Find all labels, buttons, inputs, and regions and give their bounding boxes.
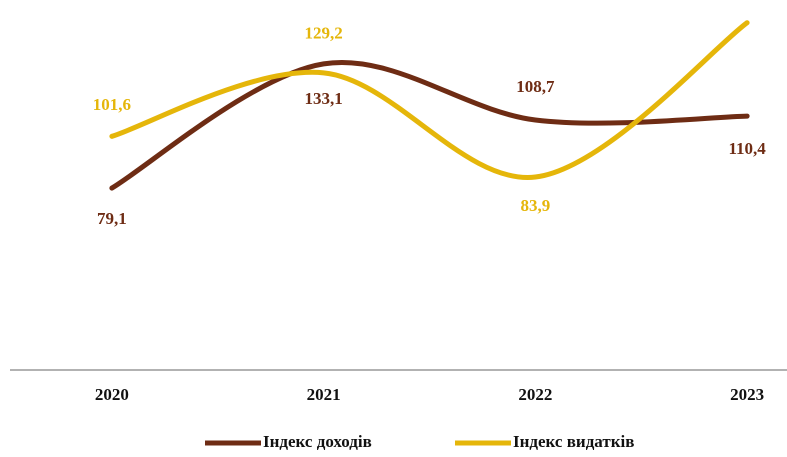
line (109, 60, 750, 191)
x-tick-label: 2020 (95, 385, 129, 404)
data-label: 133,1 (305, 89, 343, 108)
x-tick-label: 2021 (307, 385, 341, 404)
x-tick-label: 2022 (518, 385, 552, 404)
line (109, 20, 750, 180)
data-label: 129,2 (305, 24, 343, 43)
legend-label: Індекс доходів (263, 432, 372, 451)
data-label: 79,1 (97, 209, 127, 228)
x-tick-label: 2023 (730, 385, 764, 404)
data-label: 110,4 (728, 139, 766, 158)
data-label: 101,6 (93, 95, 131, 114)
data-label: 83,9 (521, 196, 551, 215)
data-label: 151,0 (728, 0, 766, 1)
legend-label: Індекс видатків (513, 432, 634, 451)
data-label: 108,7 (516, 77, 555, 96)
